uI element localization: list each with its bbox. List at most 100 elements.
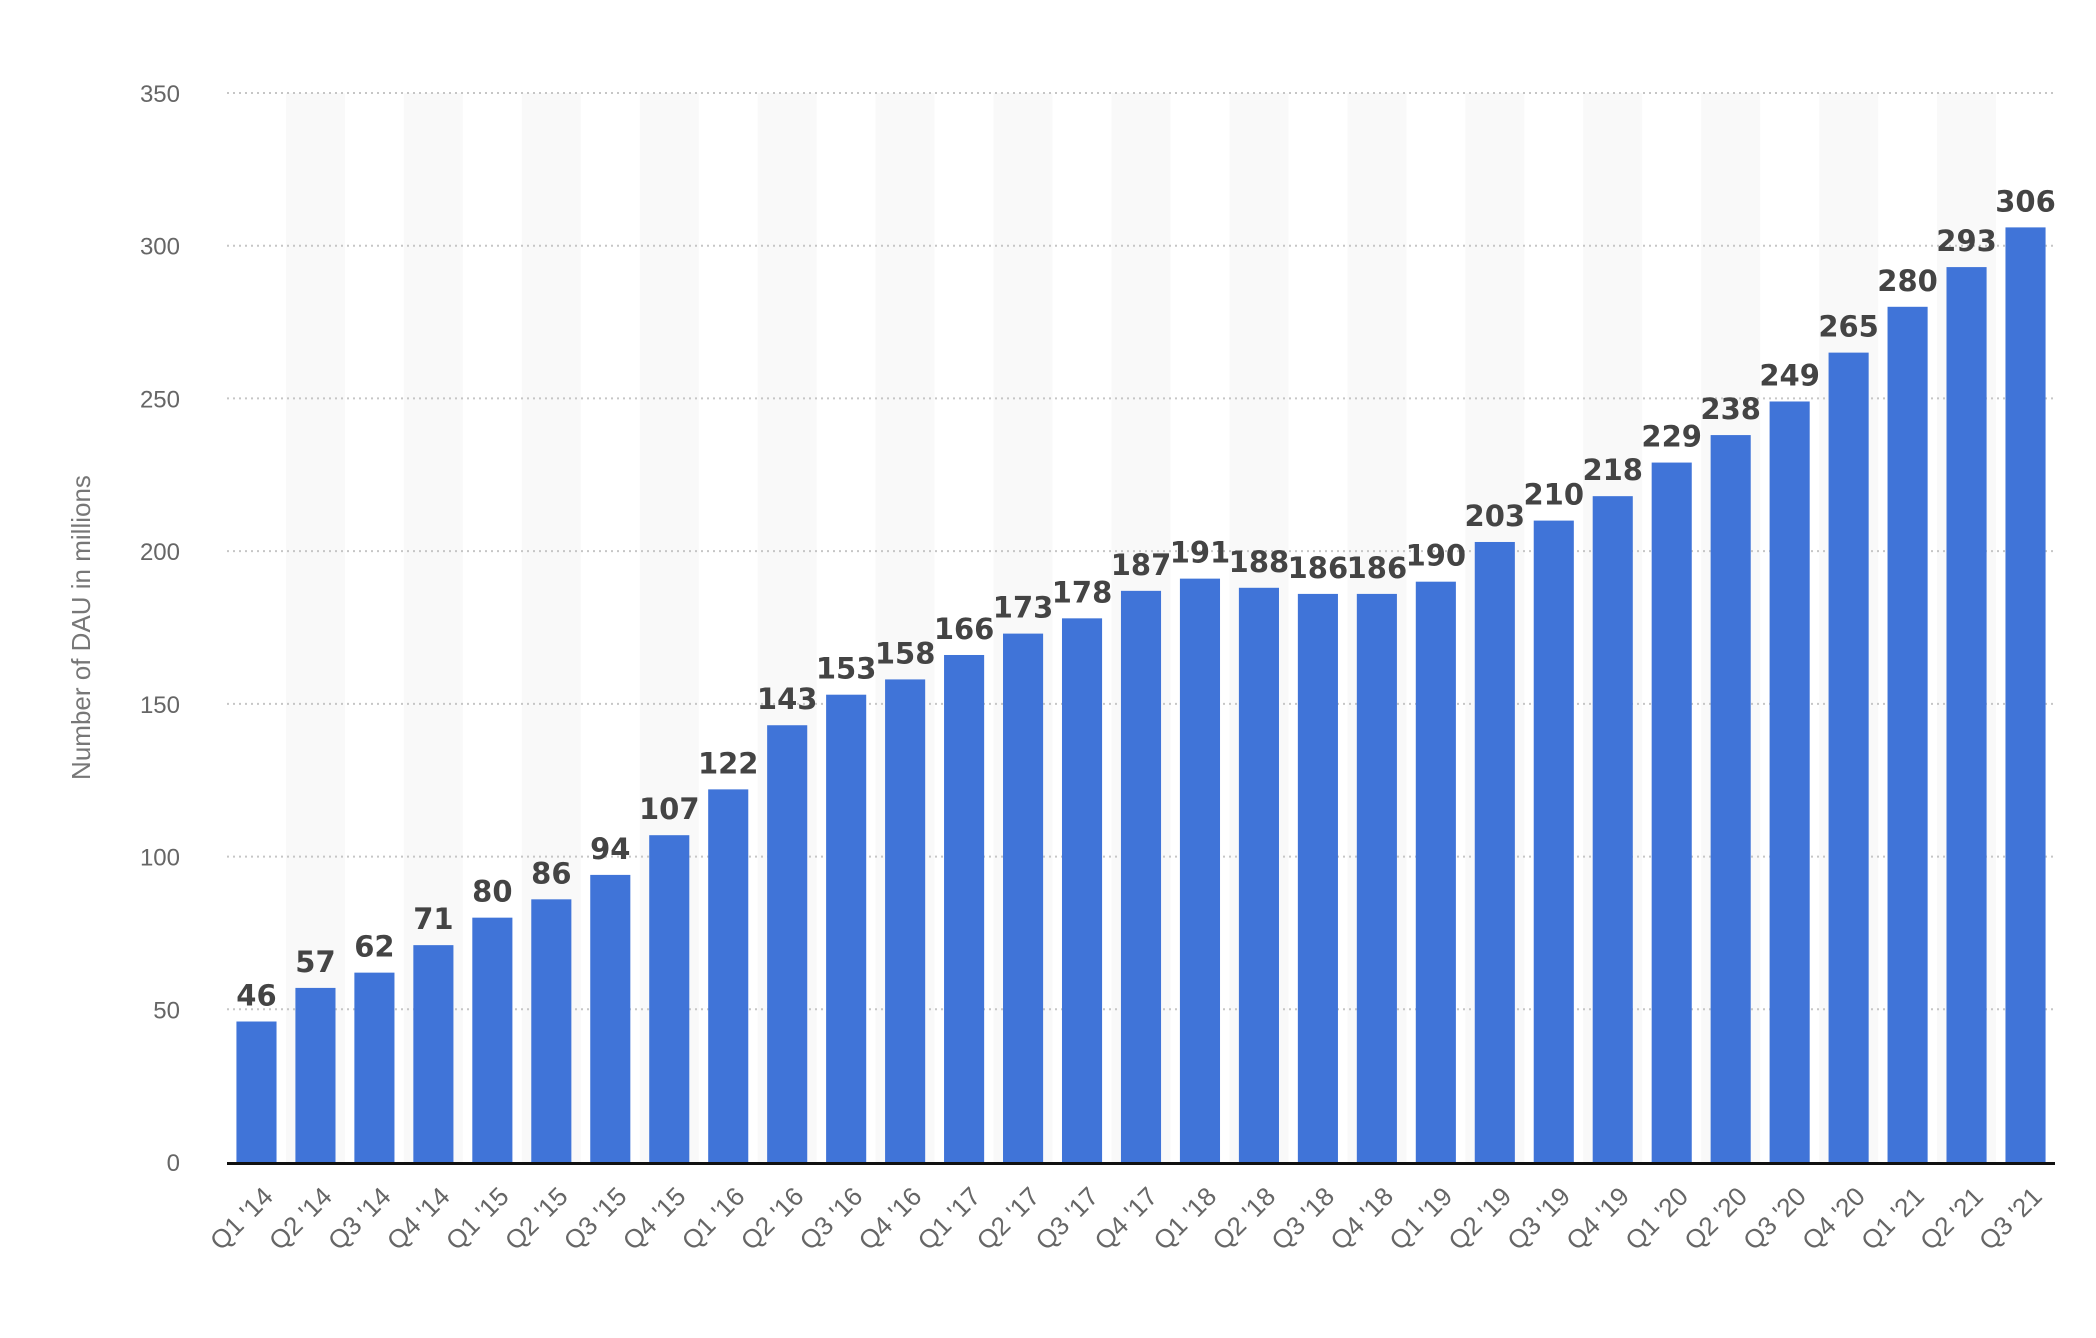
data-label: 153 [816,652,877,686]
data-label: 57 [295,945,335,979]
data-label: 71 [413,902,453,936]
y-tick-label: 250 [140,386,180,413]
bars [236,227,2046,1163]
x-tick-label: Q1 '21 [1855,1181,1930,1256]
x-tick-label: Q1 '16 [676,1181,751,1256]
bar [885,679,926,1162]
data-label: 80 [472,875,512,909]
data-label: 188 [1229,545,1290,579]
data-label: 173 [993,591,1054,625]
bar [1415,581,1456,1162]
data-label: 46 [236,979,276,1013]
x-tick-label: Q2 '20 [1678,1181,1753,1256]
bar [708,789,749,1162]
x-tick-label: Q2 '16 [735,1181,810,1256]
x-tick-label: Q2 '17 [970,1181,1045,1256]
bar [1769,401,1810,1162]
bar [1887,306,1928,1162]
x-tick-label: Q1 '20 [1619,1181,1694,1256]
data-label: 178 [1052,575,1113,609]
bar [1651,462,1692,1162]
x-tick-label: Q3 '17 [1029,1181,1104,1256]
x-tick-label: Q3 '15 [558,1181,633,1256]
data-label: 203 [1465,499,1526,533]
bar [1946,267,1987,1162]
x-tick-label: Q1 '18 [1147,1181,1222,1256]
data-label: 306 [1995,184,2056,218]
data-label: 265 [1818,310,1879,344]
bar [590,874,631,1162]
data-label: 186 [1288,551,1349,585]
data-label: 166 [934,612,995,646]
bar [944,654,985,1162]
y-axis-title: Number of DAU in millions [66,475,96,780]
x-tick-label: Q4 '19 [1560,1181,1635,1256]
bar [236,1021,277,1162]
data-label: 293 [1936,224,1997,258]
data-label: 190 [1406,539,1467,573]
x-tick-label: Q3 '19 [1501,1181,1576,1256]
bar [826,694,867,1162]
background-band [285,93,345,1162]
x-tick-label: Q1 '17 [912,1181,987,1256]
data-label: 218 [1582,453,1643,487]
y-tick-label: 200 [140,539,180,566]
data-label: 94 [590,832,630,866]
x-tick-label: Q2 '21 [1914,1181,1989,1256]
data-label: 122 [698,746,759,780]
y-tick-label: 0 [167,1150,180,1177]
data-label: 210 [1524,478,1585,512]
x-tick-label: Q1 '19 [1383,1181,1458,1256]
y-axis-ticks: 0 50 100 150 200 250 300 350 [140,81,180,1177]
x-tick-label: Q2 '18 [1206,1181,1281,1256]
x-tick-label: Q3 '18 [1265,1181,1340,1256]
x-tick-label: Q1 '14 [204,1181,279,1256]
bar [413,945,454,1162]
data-label: 249 [1759,358,1820,392]
bar [767,725,808,1162]
y-tick-label: 300 [140,234,180,261]
x-tick-label: Q3 '16 [794,1181,869,1256]
bar [1356,593,1397,1162]
bar [1061,618,1103,1162]
data-label: 238 [1700,392,1761,426]
bar [531,899,572,1162]
x-tick-label: Q3 '21 [1973,1181,2048,1256]
x-tick-label: Q2 '15 [499,1181,574,1256]
x-tick-label: Q4 '16 [853,1181,928,1256]
x-tick-label: Q4 '14 [381,1181,456,1256]
bar [1179,578,1221,1162]
data-label: 229 [1641,420,1702,454]
bar [1297,593,1338,1162]
y-tick-label: 100 [140,845,180,872]
bar [1533,520,1574,1162]
bar [1828,352,1869,1163]
data-label: 62 [354,930,394,964]
data-label: 107 [639,792,700,826]
bar [1238,587,1279,1162]
bar [295,987,336,1162]
y-tick-label: 150 [140,692,180,719]
data-label: 280 [1877,264,1938,298]
x-tick-label: Q4 '20 [1796,1181,1871,1256]
bar [1120,590,1162,1162]
x-tick-label: Q1 '15 [440,1181,515,1256]
x-tick-label: Q2 '19 [1442,1181,1517,1256]
bar [1003,633,1044,1162]
x-tick-label: Q2 '14 [263,1181,338,1256]
data-label: 143 [757,682,818,716]
bar [2005,227,2046,1163]
y-tick-label: 350 [140,81,180,108]
data-label: 158 [875,636,936,670]
bar [472,917,513,1162]
x-tick-label: Q4 '17 [1088,1181,1163,1256]
x-tick-label: Q3 '14 [322,1181,397,1256]
data-label: 186 [1347,551,1408,585]
bar [1710,435,1751,1163]
bar [1474,541,1515,1162]
x-tick-label: Q4 '18 [1324,1181,1399,1256]
y-tick-label: 50 [153,997,180,1024]
